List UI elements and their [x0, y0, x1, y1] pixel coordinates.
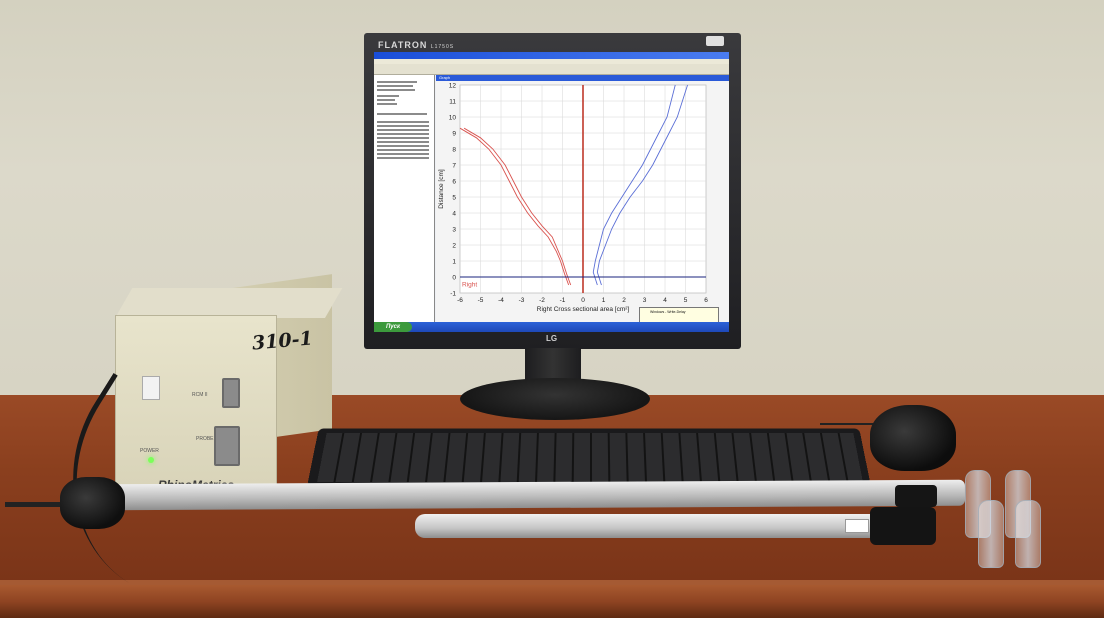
graph-tab-label: Graph	[439, 75, 451, 80]
x-axis-label: Right Cross sectional area [cm²]	[537, 306, 630, 313]
series-line	[592, 84, 676, 286]
desk-edge	[0, 585, 1104, 618]
device-top-panel	[115, 288, 343, 318]
x-tick-label: 5	[684, 297, 688, 304]
taskbar	[374, 322, 729, 332]
x-tick-label: -3	[519, 297, 525, 304]
energy-star-badge	[706, 36, 724, 46]
y-axis-label: Distance [cm]	[438, 169, 445, 209]
list-item	[377, 99, 395, 101]
desk-highlight	[0, 580, 1104, 586]
notification-balloon[interactable]: Windows - Write-Delay	[639, 307, 719, 323]
x-tick-label: -4	[498, 297, 504, 304]
y-tick-label: 11	[449, 99, 456, 106]
list-item	[377, 125, 429, 127]
list-item	[377, 95, 399, 97]
window-toolbar[interactable]	[374, 64, 729, 75]
series-line	[596, 84, 688, 286]
monitor-logo: LG	[546, 334, 558, 343]
x-tick-label: -6	[457, 297, 463, 304]
y-tick-label: 1	[452, 259, 456, 266]
nasal-adapter[interactable]	[978, 500, 1004, 568]
calibration-tube-cap	[870, 507, 936, 545]
list-item	[377, 129, 429, 131]
list-item	[377, 81, 417, 83]
mouse-cable	[820, 423, 875, 425]
device-front-panel	[115, 315, 277, 497]
power-led-label: POWER	[140, 448, 159, 454]
y-tick-label: 5	[452, 195, 456, 202]
list-item	[377, 133, 429, 135]
x-tick-label: 0	[581, 297, 585, 304]
nasal-adapter[interactable]	[1015, 500, 1041, 568]
start-button[interactable]: Пуск	[374, 322, 412, 332]
probe-port-label: PROBE	[196, 436, 214, 442]
rhinometer-probe-tube[interactable]	[104, 479, 966, 511]
y-tick-label: 7	[452, 163, 456, 170]
x-tick-label: 1	[602, 297, 606, 304]
y-tick-label: 10	[449, 115, 457, 122]
y-tick-label: -1	[450, 291, 456, 298]
list-item	[377, 121, 429, 123]
mouse[interactable]	[870, 405, 956, 471]
balloon-title: Windows - Write-Delay	[650, 310, 686, 314]
calibration-tube[interactable]	[415, 514, 880, 538]
probe-port[interactable]	[214, 426, 240, 466]
monitor-model-text: L1750S	[430, 44, 455, 50]
monitor-brand: FLATRON L1750S	[378, 40, 454, 50]
y-tick-label: 2	[452, 243, 456, 250]
monitor-screen: Graph -6 -5 -4 -3 -2 -1 0 1 2 3 4 5 6 -1 0 1 2 3 4 5 6 7 8 9 10 1…	[374, 52, 729, 332]
list-item	[377, 157, 429, 159]
y-tick-label: 8	[452, 147, 456, 154]
keyboard-keys[interactable]	[317, 432, 863, 482]
y-tick-label: 3	[452, 227, 456, 234]
list-item	[377, 145, 429, 147]
x-tick-label: 2	[622, 297, 626, 304]
monitor-stand-base	[460, 378, 650, 420]
window-titlebar[interactable]	[374, 52, 729, 59]
probe-nose-end[interactable]	[895, 485, 937, 507]
graph-tab[interactable]: Graph	[436, 75, 729, 81]
y-tick-label: 12	[449, 83, 457, 90]
x-tick-label: 4	[663, 297, 667, 304]
x-tick-label: -5	[478, 297, 484, 304]
list-item	[377, 113, 427, 115]
x-tick-label: -2	[539, 297, 545, 304]
rhinometry-chart: -6 -5 -4 -3 -2 -1 0 1 2 3 4 5 6-10123456789101112Rig…	[438, 83, 708, 314]
rcm-port-label: RCM II	[192, 392, 208, 398]
y-tick-label: 9	[452, 131, 456, 138]
measurement-list-pane[interactable]	[374, 75, 435, 322]
y-tick-label: 6	[452, 179, 456, 186]
list-item	[377, 149, 429, 151]
list-item	[377, 89, 415, 91]
power-switch[interactable]	[142, 376, 160, 400]
list-item	[377, 103, 397, 105]
window-menubar[interactable]	[374, 59, 729, 64]
probe-cable-end	[5, 502, 65, 507]
series-line	[459, 127, 570, 286]
y-tick-label: 4	[452, 211, 456, 218]
list-item	[377, 153, 429, 155]
power-led	[148, 457, 154, 463]
probe-speaker-head[interactable]	[60, 477, 125, 529]
list-item	[377, 141, 429, 143]
list-item	[377, 85, 413, 87]
y-tick-label: 0	[452, 275, 456, 282]
list-item	[377, 137, 429, 139]
x-tick-label: -1	[560, 297, 566, 304]
rcm-port[interactable]	[222, 378, 240, 408]
x-tick-label: 6	[704, 297, 708, 304]
calibration-tube-label	[845, 519, 869, 533]
series-line	[463, 127, 572, 286]
x-tick-label: 3	[643, 297, 647, 304]
monitor-brand-text: FLATRON	[378, 40, 428, 50]
side-label: Right	[462, 282, 477, 289]
